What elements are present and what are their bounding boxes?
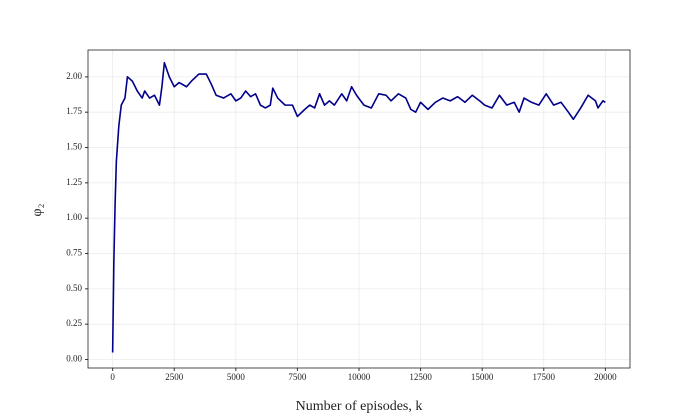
- x-tick-label: 2500: [165, 372, 184, 382]
- x-tick-label: 15000: [471, 372, 494, 382]
- y-tick-label: 0.00: [66, 354, 82, 364]
- x-axis-label: Number of episodes, k: [296, 399, 423, 414]
- x-tick-label: 5000: [227, 372, 246, 382]
- y-axis-label: φ₂: [30, 203, 45, 216]
- y-tick-label: 0.75: [66, 248, 82, 258]
- y-tick-label: 0.50: [66, 283, 82, 293]
- y-tick-label: 1.00: [66, 212, 82, 222]
- data-line: [111, 61, 606, 353]
- x-tick-label: 10000: [348, 372, 371, 382]
- y-tick-label: 2.00: [66, 71, 82, 81]
- y-tick-label: 0.25: [66, 318, 82, 328]
- x-tick-label: 12500: [409, 372, 432, 382]
- y-tick-label: 1.75: [66, 106, 82, 116]
- x-tick-label: 7500: [288, 372, 307, 382]
- y-tick-label: 1.50: [66, 142, 82, 152]
- x-tick-label: 17500: [533, 372, 556, 382]
- x-tick-label: 0: [110, 372, 115, 382]
- plot-frame: [87, 49, 631, 369]
- x-tick-label: 20000: [594, 372, 617, 382]
- y-tick-label: 1.25: [66, 177, 82, 187]
